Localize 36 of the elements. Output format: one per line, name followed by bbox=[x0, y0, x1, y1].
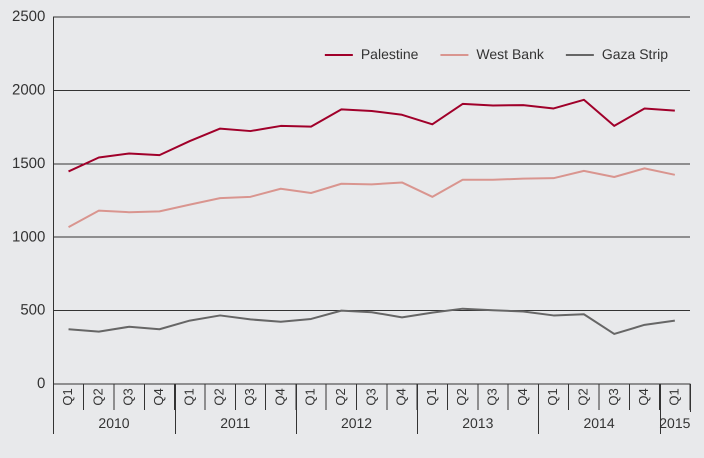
x-tick-label: Q2 bbox=[454, 388, 470, 406]
legend-label: West Bank bbox=[476, 46, 545, 62]
y-tick-label: 2000 bbox=[12, 82, 46, 99]
x-tick-label: Q1 bbox=[302, 388, 318, 406]
text: 2011 bbox=[220, 414, 251, 431]
x-tick-label: Q2 bbox=[212, 388, 227, 406]
x-tick-label: Q1 bbox=[545, 388, 560, 406]
x-tick-label: Q1 bbox=[424, 388, 439, 406]
x-tick-label: Q4 bbox=[151, 388, 166, 406]
x-tick-label: Q3 bbox=[242, 388, 257, 406]
x-tick-label: Q3 bbox=[120, 388, 136, 406]
x-tick-label: Q4 bbox=[394, 388, 409, 406]
y-tick-label: 0 bbox=[37, 375, 46, 392]
y-tick-label: 1000 bbox=[12, 228, 46, 246]
x-tick-label: Q2 bbox=[90, 388, 106, 406]
legend-label: Palestine bbox=[360, 46, 419, 62]
x-tick-label: Q1 bbox=[666, 388, 682, 406]
x-tick-label: Q3 bbox=[484, 388, 500, 406]
x-tick-label: Q2 bbox=[575, 388, 590, 406]
x-tick-label: Q2 bbox=[332, 388, 348, 406]
x-tick-label: Q1 bbox=[60, 388, 76, 406]
text: 2013 bbox=[462, 414, 494, 431]
x-tick-label: Q4 bbox=[636, 388, 652, 406]
x-tick-label: Q4 bbox=[272, 388, 288, 406]
text: 2012 bbox=[340, 414, 372, 431]
x-tick-label: Q3 bbox=[606, 388, 621, 406]
y-tick-label: 2500 bbox=[12, 8, 46, 26]
x-tick-label: Q3 bbox=[363, 388, 378, 406]
x-tick-label: Q4 bbox=[514, 388, 530, 406]
text: 2015 bbox=[659, 414, 691, 431]
x-tick-label: Q1 bbox=[181, 388, 196, 406]
y-tick-label: 1500 bbox=[12, 154, 46, 172]
legend-label: Gaza Strip bbox=[602, 46, 668, 62]
y-tick-label: 500 bbox=[20, 302, 46, 319]
text: 2010 bbox=[98, 414, 130, 431]
text: 2014 bbox=[583, 414, 615, 431]
